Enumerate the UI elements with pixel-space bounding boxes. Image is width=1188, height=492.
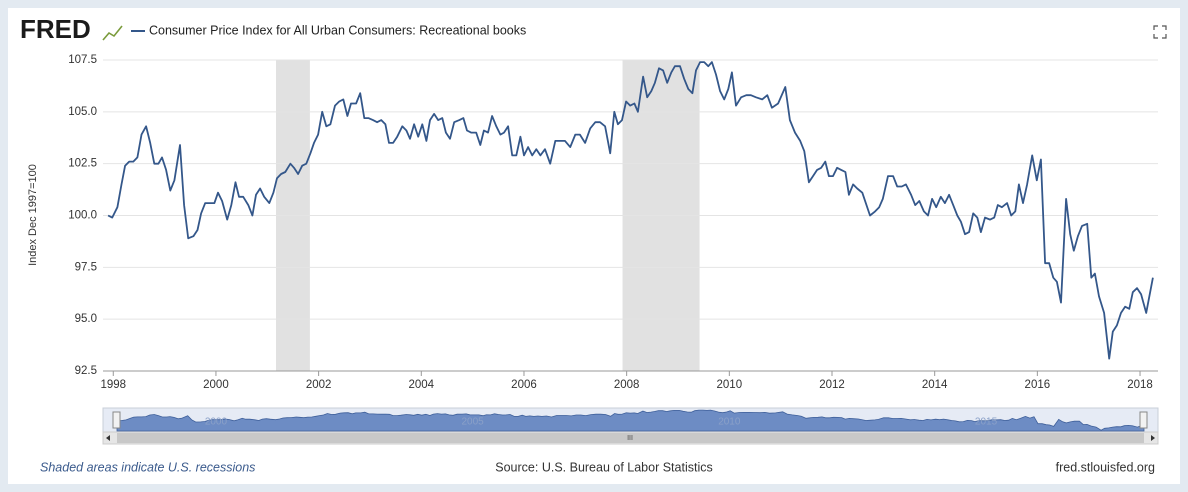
- logo-icon: [102, 25, 123, 41]
- recession-note: Shaded areas indicate U.S. recessions: [40, 460, 255, 474]
- x-tick-label: 2010: [717, 379, 743, 391]
- x-tick-label: 2002: [306, 379, 332, 391]
- x-tick-label: 1998: [100, 379, 126, 391]
- navigator-label: 2000: [205, 417, 228, 428]
- scroll-left[interactable]: [106, 435, 110, 441]
- x-tick-label: 2006: [511, 379, 537, 391]
- y-tick-label: 107.5: [68, 54, 97, 66]
- y-tick-label: 97.5: [75, 261, 97, 273]
- logo: FRED: [20, 14, 91, 44]
- site[interactable]: fred.stlouisfed.org: [1056, 460, 1155, 474]
- source: Source: U.S. Bureau of Labor Statistics: [495, 460, 712, 474]
- x-tick-label: 2012: [819, 379, 845, 391]
- y-axis-label: Index Dec 1997=100: [27, 164, 39, 266]
- plot-area: [103, 59, 1158, 372]
- navigator-handle[interactable]: [1139, 411, 1148, 429]
- x-tick-label: 2014: [922, 379, 948, 391]
- navigator-label: 2010: [718, 417, 741, 428]
- y-tick-label: 105.0: [68, 106, 97, 118]
- x-tick-label: 2008: [614, 379, 640, 391]
- scroll-right[interactable]: [1151, 435, 1155, 441]
- navigator-label: 2015: [975, 417, 998, 428]
- navigator-label: 2005: [462, 417, 485, 428]
- scrollbar-thumb[interactable]: [117, 433, 1144, 443]
- chart-title: Consumer Price Index for All Urban Consu…: [149, 23, 526, 37]
- x-tick-label: 2004: [408, 379, 434, 391]
- navigator-handle[interactable]: [112, 411, 121, 429]
- y-tick-label: 102.5: [68, 158, 97, 170]
- scroll-grip: III: [627, 435, 633, 442]
- y-tick-label: 100.0: [68, 210, 97, 222]
- x-tick-label: 2000: [203, 379, 229, 391]
- navigator-area: [116, 409, 1145, 432]
- y-tick-label: 95.0: [75, 313, 97, 325]
- fullscreen-icon[interactable]: [1153, 25, 1167, 39]
- x-tick-label: 2018: [1127, 379, 1153, 391]
- y-tick-label: 92.5: [75, 365, 97, 377]
- x-tick-label: 2016: [1025, 379, 1051, 391]
- series-line: [107, 61, 1154, 360]
